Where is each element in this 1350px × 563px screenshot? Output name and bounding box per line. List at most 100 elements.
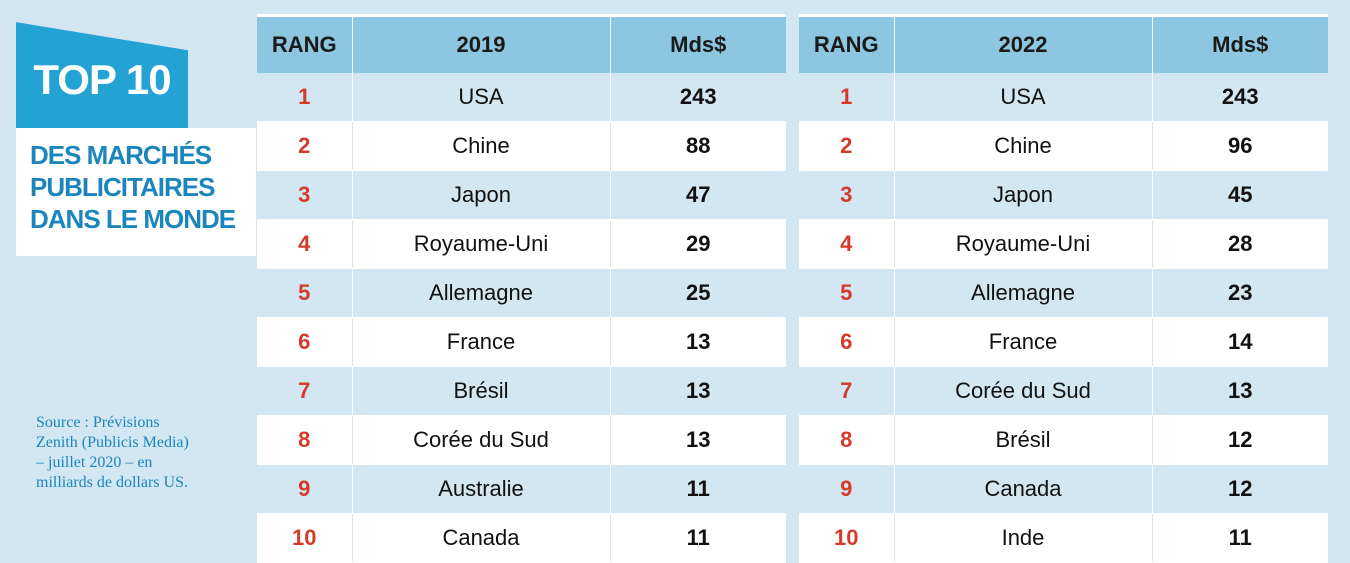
table-row: 6 France 13 [257,317,786,367]
rank-cell: 7 [257,366,353,416]
value-cell: 12 [1152,415,1328,465]
country-cell: Corée du Sud [894,366,1153,416]
country-cell: France [352,317,611,367]
value-cell: 13 [1152,366,1328,416]
table-row: 8 Corée du Sud 13 [257,415,786,465]
value-cell: 13 [610,415,786,465]
value-cell: 11 [610,513,786,563]
country-cell: Inde [894,513,1153,563]
rank-cell: 6 [799,317,895,367]
table-row: 9 Australie 11 [257,464,786,514]
table-row: 10 Canada 11 [257,513,786,563]
value-cell: 23 [1152,268,1328,318]
country-cell: Allemagne [894,268,1153,318]
country-cell: Australie [352,464,611,514]
subtitle-line-1: DES MARCHÉS [30,140,212,170]
rank-cell: 5 [799,268,895,318]
value-cell: 29 [610,219,786,269]
value-cell: 47 [610,170,786,220]
table-row: 9 Canada 12 [799,464,1328,514]
value-cell: 28 [1152,219,1328,269]
rank-cell: 6 [257,317,353,367]
country-cell: Royaume-Uni [894,219,1153,269]
rank-cell: 1 [799,73,895,122]
country-cell: Japon [894,170,1153,220]
rank-cell: 9 [799,464,895,514]
header-year: 2022 [894,14,1153,73]
table-row: 3 Japon 45 [799,170,1328,220]
country-cell: USA [894,73,1153,122]
country-cell: Japon [352,170,611,220]
header-rang: RANG [257,14,353,73]
value-cell: 14 [1152,317,1328,367]
table-header-row: RANG 2022 Mds$ [799,14,1328,73]
rank-cell: 8 [799,415,895,465]
header-value: Mds$ [610,14,786,73]
source-line-1: Source : Prévisions [36,414,160,431]
source-line-3: – juillet 2020 – en [36,454,153,471]
rank-cell: 7 [799,366,895,416]
country-cell: Canada [894,464,1153,514]
rank-cell: 5 [257,268,353,318]
rank-cell: 2 [799,121,895,171]
value-cell: 11 [610,464,786,514]
table-row: 7 Corée du Sud 13 [799,366,1328,416]
value-cell: 45 [1152,170,1328,220]
country-cell: USA [352,73,611,122]
value-cell: 243 [1152,73,1328,122]
table-row: 6 France 14 [799,317,1328,367]
value-cell: 11 [1152,513,1328,563]
value-cell: 25 [610,268,786,318]
table-row: 1 USA 243 [799,73,1328,122]
rank-cell: 1 [257,73,353,122]
table-row: 2 Chine 96 [799,121,1328,171]
table-row: 8 Brésil 12 [799,415,1328,465]
rank-cell: 8 [257,415,353,465]
table-row: 3 Japon 47 [257,170,786,220]
badge-title: TOP 10 [33,56,171,103]
table-row: 2 Chine 88 [257,121,786,171]
source-note: Source : Prévisions Zenith (Publicis Med… [36,413,246,493]
country-cell: Brésil [894,415,1153,465]
value-cell: 96 [1152,121,1328,171]
country-cell: Chine [352,121,611,171]
table-row: 10 Inde 11 [799,513,1328,563]
country-cell: Royaume-Uni [352,219,611,269]
rank-cell: 3 [257,170,353,220]
ranking-table-2019: RANG 2019 Mds$ 1 USA 243 2 Chine 88 3 Japon 47 4 R… [257,14,786,563]
country-cell: Chine [894,121,1153,171]
source-line-2: Zenith (Publicis Media) [36,434,189,451]
table-row: 4 Royaume-Uni 28 [799,219,1328,269]
subtitle-box: DES MARCHÉS PUBLICITAIRES DANS LE MONDE [16,128,256,256]
country-cell: Canada [352,513,611,563]
rank-cell: 4 [257,219,353,269]
table-row: 1 USA 243 [257,73,786,122]
ranking-table-2022: RANG 2022 Mds$ 1 USA 243 2 Chine 96 3 Japon 45 4 R… [799,14,1328,563]
value-cell: 13 [610,317,786,367]
table-row: 5 Allemagne 25 [257,268,786,318]
subtitle-line-3: DANS LE MONDE [30,204,236,234]
rank-cell: 3 [799,170,895,220]
table-row: 5 Allemagne 23 [799,268,1328,318]
rank-cell: 2 [257,121,353,171]
rank-cell: 4 [799,219,895,269]
country-cell: Corée du Sud [352,415,611,465]
value-cell: 12 [1152,464,1328,514]
value-cell: 88 [610,121,786,171]
country-cell: Allemagne [352,268,611,318]
table-row: 7 Brésil 13 [257,366,786,416]
value-cell: 13 [610,366,786,416]
table-header-row: RANG 2019 Mds$ [257,14,786,73]
rank-cell: 10 [799,513,895,563]
header-year: 2019 [352,14,611,73]
header-value: Mds$ [1152,14,1328,73]
rank-cell: 10 [257,513,353,563]
table-row: 4 Royaume-Uni 29 [257,219,786,269]
value-cell: 243 [610,73,786,122]
country-cell: France [894,317,1153,367]
header-rang: RANG [799,14,895,73]
rank-cell: 9 [257,464,353,514]
subtitle-line-2: PUBLICITAIRES [30,172,215,202]
country-cell: Brésil [352,366,611,416]
source-line-4: milliards de dollars US. [36,474,188,491]
